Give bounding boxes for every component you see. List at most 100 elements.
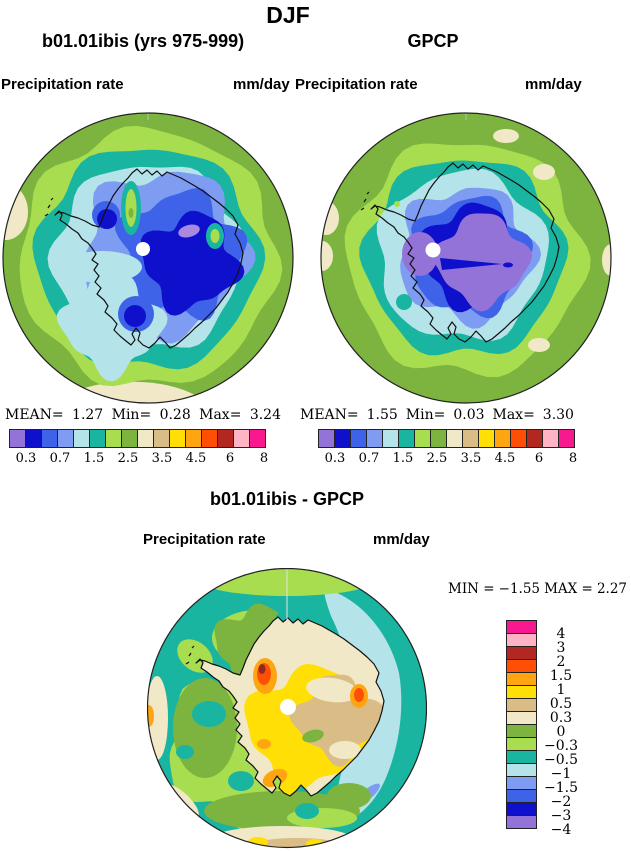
- colorbar-cell: [366, 429, 383, 448]
- colorbar-tick-label: 0.3: [324, 451, 346, 466]
- colorbar-cell: [105, 429, 122, 448]
- diff-map: [147, 568, 427, 851]
- colorbar-cell: [506, 789, 537, 803]
- obs-panel-title: GPCP: [407, 31, 459, 51]
- colorbar-cell: [89, 429, 106, 448]
- model-colorbar-ticks: 0.3 0.7 1.5 2.5 3.5 4.5 6 8: [9, 451, 281, 467]
- colorbar-tick-label: 2.5: [426, 451, 448, 466]
- colorbar-cell: [9, 429, 26, 448]
- obs-map: [320, 112, 612, 404]
- colorbar-tick-label: −1.5: [544, 780, 578, 796]
- obs-max-value: 3.30: [542, 407, 574, 423]
- diff-title: b01.01ibis - GPCP: [209, 489, 365, 509]
- colorbar-tick-label: 4: [556, 626, 566, 642]
- model-panel-title: b01.01ibis (yrs 975-999): [42, 31, 245, 51]
- model-units-label: mm/day: [233, 76, 290, 93]
- colorbar-tick-label: 3.5: [460, 451, 482, 466]
- model-min-value: 0.28: [159, 407, 191, 423]
- model-mean-value: 1.27: [72, 407, 104, 423]
- model-max-value: 3.24: [249, 407, 281, 423]
- colorbar-tick-label: 0.3: [549, 710, 573, 726]
- obs-colorbar: [318, 429, 575, 448]
- colorbar-cell: [506, 685, 537, 699]
- colorbar-cell: [526, 429, 543, 448]
- colorbar-cell: [494, 429, 511, 448]
- colorbar-cell: [506, 750, 537, 764]
- colorbar-cell: [414, 429, 431, 448]
- colorbar-cell: [506, 659, 537, 673]
- colorbar-tick-label: 2: [556, 654, 566, 670]
- colorbar-cell: [41, 429, 58, 448]
- colorbar-cell: [233, 429, 250, 448]
- model-stats: MEAN= 1.27 Min= 0.28 Max= 3.24: [5, 407, 281, 423]
- colorbar-tick-label: −0.5: [544, 752, 578, 768]
- diff-colorbar-ticks: 4 3 2 1.5 1 0.5 0.3 0 −0.3 −0.5 −1 −1.5 −2 −3 −4: [543, 620, 579, 844]
- diff-max-label: MAX =: [544, 581, 593, 597]
- obs-max-label: Max=: [492, 407, 535, 423]
- colorbar-cell: [506, 698, 537, 712]
- colorbar-tick-label: 2.5: [117, 451, 139, 466]
- colorbar-tick-label: 3.5: [151, 451, 173, 466]
- diff-stats: MIN = −1.55 MAX = 2.27: [448, 581, 627, 597]
- obs-mean-value: 1.55: [366, 407, 398, 423]
- colorbar-cell: [350, 429, 367, 448]
- colorbar-cell: [73, 429, 90, 448]
- colorbar-cell: [506, 646, 537, 660]
- colorbar-cell: [121, 429, 138, 448]
- diff-colorbar: [506, 620, 537, 829]
- colorbar-tick-label: 6: [225, 451, 235, 466]
- colorbar-cell: [506, 633, 537, 647]
- obs-min-label: Min=: [405, 407, 446, 423]
- colorbar-tick-label: 8: [259, 451, 269, 466]
- colorbar-cell: [462, 429, 479, 448]
- colorbar-tick-label: 0: [556, 724, 566, 740]
- colorbar-cell: [506, 802, 537, 816]
- colorbar-cell: [542, 429, 559, 448]
- colorbar-cell: [506, 815, 537, 829]
- colorbar-tick-label: 1.5: [392, 451, 414, 466]
- colorbar-tick-label: 4.5: [185, 451, 207, 466]
- figure-title: DJF: [266, 2, 310, 28]
- colorbar-cell: [506, 763, 537, 777]
- colorbar-cell: [506, 724, 537, 738]
- colorbar-cell: [25, 429, 42, 448]
- colorbar-cell: [510, 429, 527, 448]
- colorbar-cell: [153, 429, 170, 448]
- obs-min-value: 0.03: [453, 407, 485, 423]
- colorbar-cell: [506, 672, 537, 686]
- obs-colorbar-ticks: 0.3 0.7 1.5 2.5 3.5 4.5 6 8: [318, 451, 590, 467]
- colorbar-cell: [506, 711, 537, 725]
- colorbar-tick-label: −1: [550, 766, 572, 782]
- diff-max-value: 2.27: [596, 581, 627, 597]
- colorbar-tick-label: 4.5: [494, 451, 516, 466]
- colorbar-tick-label: 1: [556, 682, 566, 698]
- colorbar-tick-label: −4: [550, 822, 572, 838]
- colorbar-cell: [382, 429, 399, 448]
- model-map: [2, 112, 294, 404]
- colorbar-tick-label: 1.5: [549, 668, 573, 684]
- model-field-label: Precipitation rate: [1, 76, 124, 93]
- model-min-label: Min=: [111, 407, 152, 423]
- colorbar-tick-label: −3: [550, 808, 572, 824]
- colorbar-cell: [506, 737, 537, 751]
- colorbar-cell: [169, 429, 186, 448]
- colorbar-tick-label: 8: [568, 451, 578, 466]
- colorbar-tick-label: 6: [534, 451, 544, 466]
- colorbar-tick-label: 0.7: [358, 451, 380, 466]
- diff-min-label: MIN =: [448, 581, 495, 597]
- colorbar-cell: [137, 429, 154, 448]
- colorbar-tick-label: 0.7: [49, 451, 71, 466]
- obs-units-label: mm/day: [525, 76, 582, 93]
- colorbar-cell: [398, 429, 415, 448]
- colorbar-cell: [446, 429, 463, 448]
- model-max-label: Max=: [199, 407, 242, 423]
- colorbar-cell: [506, 620, 537, 634]
- colorbar-tick-label: −2: [550, 794, 572, 810]
- colorbar-tick-label: 1.5: [83, 451, 105, 466]
- diff-min-value: −1.55: [498, 581, 541, 597]
- diff-field-label: Precipitation rate: [143, 531, 266, 548]
- diff-units-label: mm/day: [373, 531, 430, 548]
- colorbar-cell: [430, 429, 447, 448]
- colorbar-cell: [57, 429, 74, 448]
